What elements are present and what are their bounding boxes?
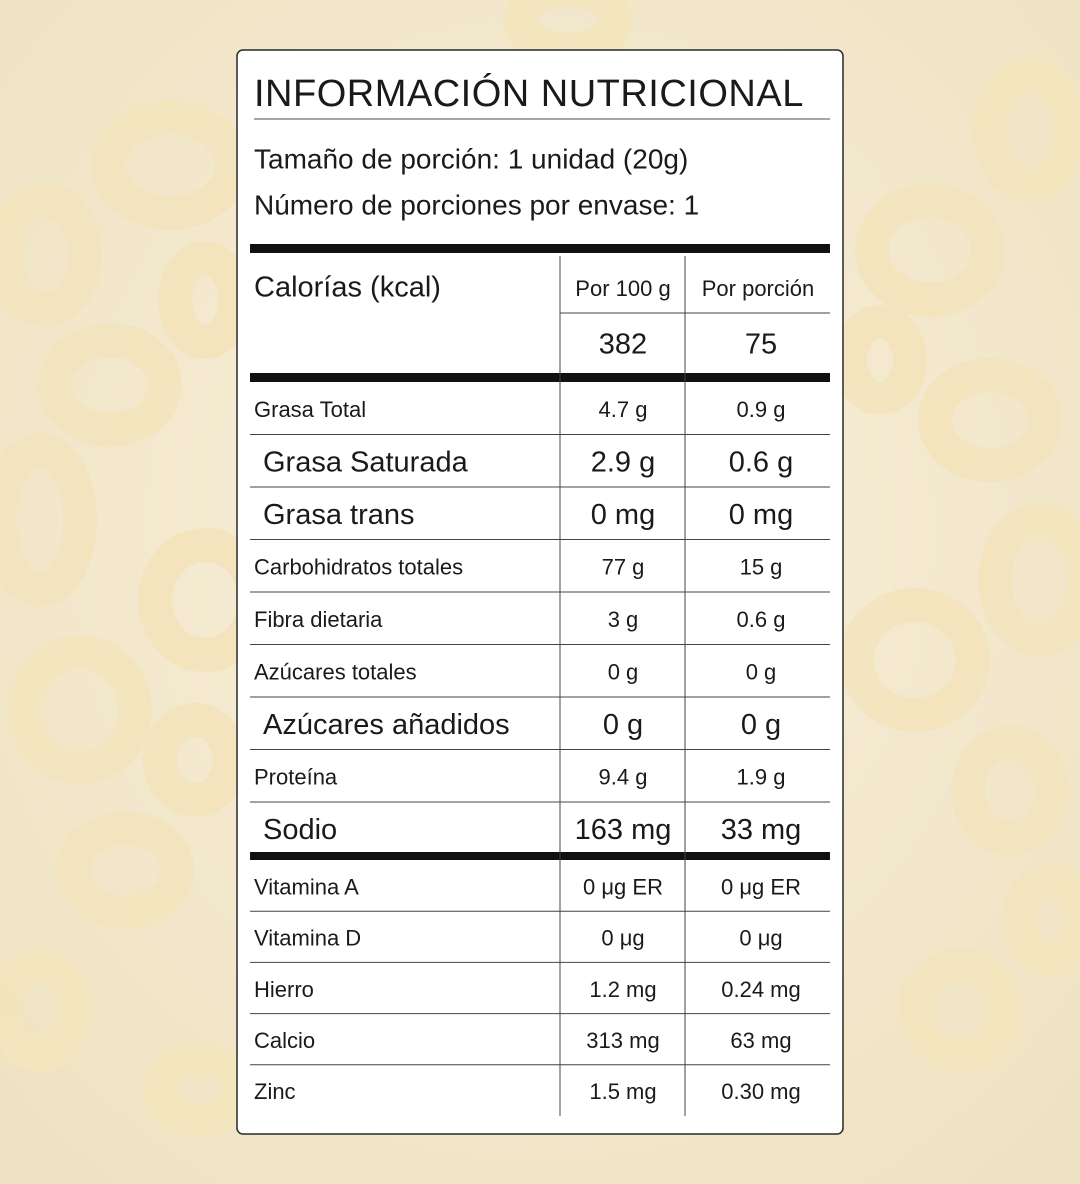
calories-label: Calorías (kcal) (254, 272, 441, 304)
per-100g: 77 g (602, 555, 645, 580)
per-serving: 0.24 mg (721, 977, 801, 1002)
per-serving: 0 μg (739, 926, 782, 951)
serving-size: Tamaño de porción: 1 unidad (20g) (254, 143, 688, 174)
thick-rule (250, 244, 830, 253)
per-serving: 0.9 g (737, 397, 786, 422)
nutrient-name: Fibra dietaria (254, 607, 383, 632)
title: INFORMACIÓN NUTRICIONAL (254, 72, 804, 115)
nutrient-name: Grasa Saturada (263, 446, 469, 478)
per-100g: 313 mg (586, 1028, 659, 1053)
per-100g: 1.2 mg (589, 977, 656, 1002)
nutrient-name: Carbohidratos totales (254, 555, 463, 580)
per-serving: 15 g (740, 555, 783, 580)
per-100g: 3 g (608, 607, 639, 632)
per-100g: 163 mg (575, 814, 672, 846)
per-100g: 0 μg ER (583, 874, 663, 899)
nutrient-name: Hierro (254, 977, 314, 1002)
per-serving: 0 g (746, 660, 777, 685)
per-100g: 4.7 g (599, 397, 648, 422)
nutrient-name: Zinc (254, 1079, 296, 1104)
calories-value: 75 (745, 329, 777, 361)
per-100g: 2.9 g (591, 446, 656, 478)
calories-value: 382 (599, 329, 647, 361)
thick-rule (250, 373, 830, 382)
per-100g: 0 mg (591, 499, 655, 531)
nutrient-name: Vitamina D (254, 926, 361, 951)
nutrient-name: Proteína (254, 765, 338, 790)
per-100g: 0 g (608, 660, 639, 685)
column-header: Por 100 g (575, 276, 670, 301)
per-serving: 0.30 mg (721, 1079, 801, 1104)
per-serving: 33 mg (721, 814, 802, 846)
per-100g: 0 μg (601, 926, 644, 951)
per-100g: 9.4 g (599, 765, 648, 790)
nutrient-name: Azúcares totales (254, 660, 417, 685)
nutrient-name: Vitamina A (254, 874, 359, 899)
nutrient-name: Azúcares añadidos (263, 709, 510, 741)
per-serving: 0 μg ER (721, 874, 801, 899)
per-serving: 0 g (741, 709, 781, 741)
per-serving: 1.9 g (737, 765, 786, 790)
nutrient-name: Sodio (263, 814, 337, 846)
per-serving: 63 mg (730, 1028, 791, 1053)
per-serving: 0.6 g (729, 446, 794, 478)
column-header: Por porción (702, 276, 815, 301)
per-serving: 0.6 g (737, 607, 786, 632)
nutrient-name: Calcio (254, 1028, 315, 1053)
cereal-rings (0, 0, 1080, 1137)
per-serving: 0 mg (729, 499, 793, 531)
servings-per-container: Número de porciones por envase: 1 (254, 189, 699, 220)
nutrient-name: Grasa trans (263, 499, 415, 531)
thick-rule (250, 852, 830, 860)
per-100g: 1.5 mg (589, 1079, 656, 1104)
nutrient-name: Grasa Total (254, 397, 366, 422)
per-100g: 0 g (603, 709, 643, 741)
